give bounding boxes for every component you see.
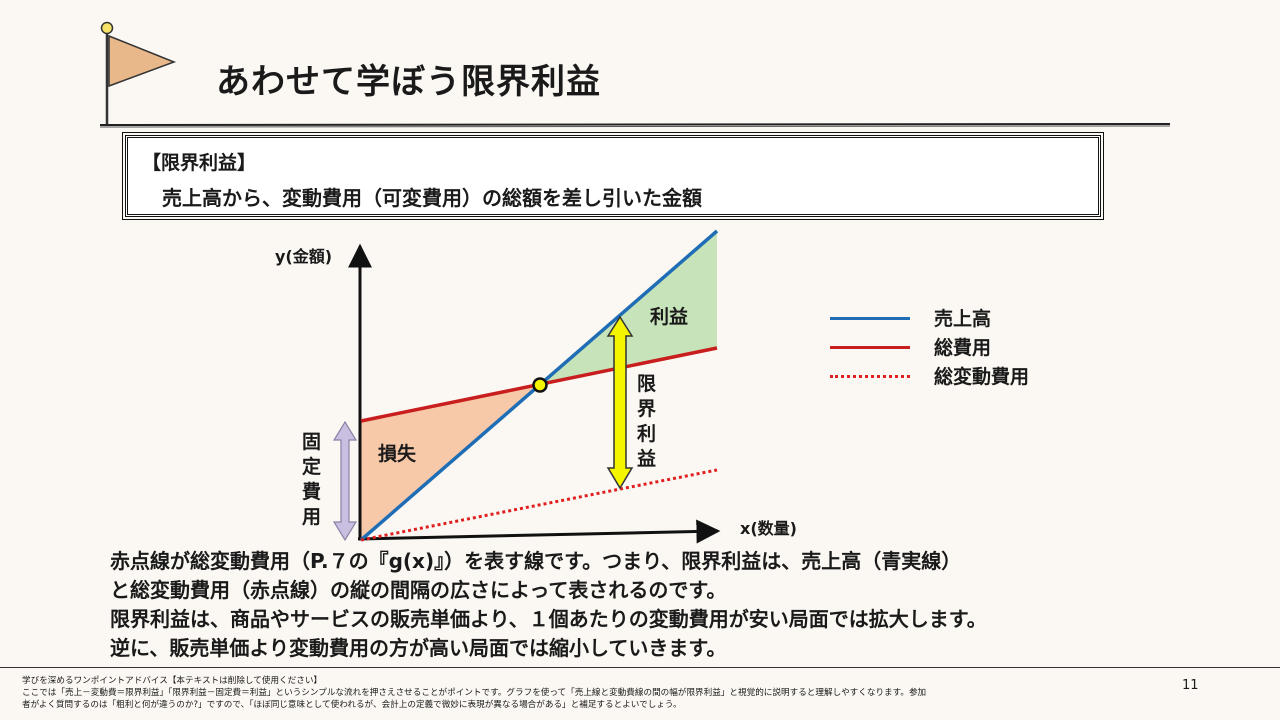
marginal-profit-label-1: 限 bbox=[637, 373, 656, 395]
explanation-line-4: 逆に、販売単価より変動費用の方が高い局面では縮小していきます。 bbox=[110, 636, 727, 660]
legend-swatch-sales bbox=[830, 317, 910, 320]
legend-swatch-total-cost bbox=[830, 346, 910, 349]
legend-swatch-variable-cost bbox=[830, 375, 910, 378]
notes-line-1: 学びを深めるワンポイントアドバイス【本テキストは削除して使用ください】 bbox=[22, 676, 323, 686]
explanation-line-1: 赤点線が総変動費用（P.７の『g(x)』）を表す線です。つまり、限界利益は、売上… bbox=[110, 549, 962, 573]
marginal-profit-label-4: 益 bbox=[637, 447, 656, 470]
fixed-cost-label-1: 固 bbox=[302, 431, 321, 453]
notes-line-2: ここでは「売上－変動費＝限界利益」「限界利益－固定費＝利益」というシンプルな流れ… bbox=[22, 688, 927, 698]
x-axis bbox=[357, 519, 721, 544]
loss-label: 損失 bbox=[378, 442, 417, 465]
definition-box: 【限界利益】 売上高から、変動費用（可変費用）の総額を差し引いた金額 bbox=[122, 132, 1104, 220]
explanation-text: 赤点線が総変動費用（P.７の『g(x)』）を表す線です。つまり、限界利益は、売上… bbox=[110, 547, 987, 663]
flag-icon bbox=[98, 20, 188, 130]
explanation-line-3: 限界利益は、商品やサービスの販売単価より、１個あたりの変動費用が安い局面では拡大… bbox=[110, 607, 987, 631]
legend-label-total-cost: 総費用 bbox=[934, 337, 992, 359]
fixed-cost-label-2: 定 bbox=[302, 455, 321, 478]
speaker-notes: 学びを深めるワンポイントアドバイス【本テキストは削除して使用ください】 ここでは… bbox=[22, 675, 1172, 711]
page-number: 11 bbox=[1182, 678, 1199, 693]
variable-cost-line bbox=[360, 468, 718, 542]
explanation-line-2: と総変動費用（赤点線）の縦の間隔の広さによって表されるのです。 bbox=[110, 578, 727, 602]
y-axis-label: y(金額) bbox=[275, 247, 332, 266]
fixed-cost-label-4: 用 bbox=[302, 506, 321, 528]
x-axis-label: x(数量) bbox=[740, 519, 797, 538]
legend-label-sales: 売上高 bbox=[934, 308, 992, 330]
break-even-point bbox=[532, 377, 548, 393]
fixed-cost-label-3: 費 bbox=[302, 480, 321, 503]
title-underline bbox=[100, 123, 1170, 128]
marginal-profit-label-2: 界 bbox=[637, 398, 656, 420]
legend-label-variable-cost: 総変動費用 bbox=[934, 366, 1030, 388]
marginal-profit-arrow bbox=[606, 315, 634, 490]
notes-line-3: 者がよく質問するのは「粗利と何が違うのか?」ですので、「ほぼ同じ意味として使われ… bbox=[22, 700, 682, 710]
page-title: あわせて学ぼう限界利益 bbox=[216, 62, 601, 102]
definition-text: 売上高から、変動費用（可変費用）の総額を差し引いた金額 bbox=[162, 186, 702, 210]
fixed-cost-arrow bbox=[332, 420, 358, 542]
marginal-profit-label-3: 利 bbox=[637, 423, 656, 445]
profit-label: 利益 bbox=[650, 305, 688, 328]
definition-heading: 【限界利益】 bbox=[142, 152, 257, 174]
footer-divider bbox=[0, 667, 1280, 668]
